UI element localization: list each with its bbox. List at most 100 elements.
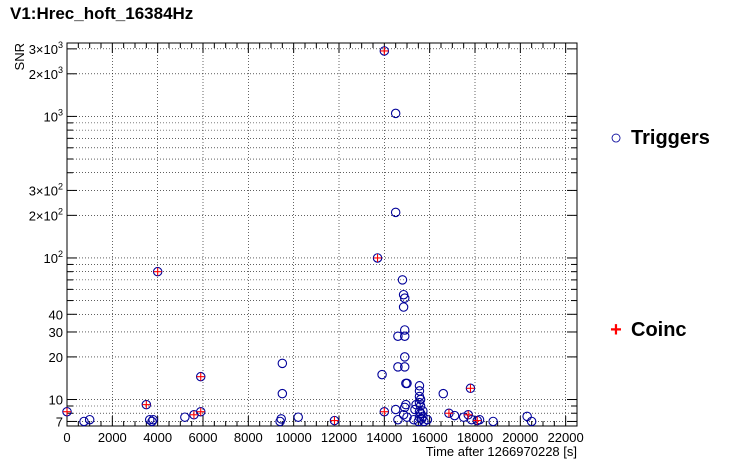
x-tick-label: 12000 — [321, 430, 357, 445]
trigger-point — [141, 399, 152, 410]
trigger-point — [152, 266, 163, 277]
trigger-point — [293, 412, 303, 422]
chart-title: V1:Hrec_hoft_16384Hz — [10, 4, 194, 23]
coinc-point — [330, 416, 339, 425]
trigger-point — [79, 416, 89, 427]
trigger-point — [444, 408, 454, 418]
trigger-point — [393, 362, 403, 372]
trigger-point — [390, 207, 401, 218]
trigger-point — [393, 331, 403, 341]
trigger-point — [397, 275, 408, 285]
x-tick-label: 8000 — [234, 430, 263, 445]
trigger-point — [148, 414, 158, 425]
y-axis-label: SNR — [12, 43, 27, 70]
coinc-point — [444, 409, 453, 418]
trigger-point — [276, 414, 286, 424]
coinc-point — [63, 407, 71, 416]
trigger-point — [522, 411, 532, 422]
trigger-point — [402, 378, 412, 389]
coinc-point — [153, 267, 162, 276]
data-points — [62, 46, 537, 427]
trigger-point — [144, 414, 155, 425]
coinc-point — [464, 410, 473, 419]
coinc-point — [473, 416, 482, 425]
grid — [66, 43, 577, 426]
trigger-point — [147, 416, 157, 427]
trigger-point — [372, 253, 383, 263]
coinc-point — [142, 400, 151, 409]
y-tick-label: 103 — [44, 107, 63, 124]
trigger-point — [399, 293, 410, 303]
trigger-point — [379, 46, 390, 56]
x-tick-label: 22000 — [548, 430, 584, 445]
y-tick-label: 2×102 — [29, 206, 63, 223]
x-axis-label: Time after 1266970228 [s] — [426, 444, 577, 459]
coinc-point — [189, 410, 198, 419]
y-tick-label: 2×103 — [29, 65, 63, 82]
coinc-point — [380, 46, 389, 55]
trigger-point — [414, 381, 425, 391]
trigger-point — [399, 331, 410, 341]
legend-label: Triggers — [631, 127, 710, 149]
trigger-point — [415, 408, 426, 418]
trigger-point — [379, 406, 390, 417]
x-tick-label: 0 — [63, 430, 70, 445]
trigger-point — [399, 362, 410, 372]
y-tick-label: 10 — [49, 393, 63, 408]
y-tick-label: 3×103 — [29, 40, 63, 57]
trigger-point — [398, 302, 409, 312]
y-tick-label: 3×102 — [29, 181, 63, 198]
trigger-point — [418, 406, 428, 416]
trigger-point — [62, 406, 72, 417]
x-tick-label: 4000 — [143, 430, 172, 445]
trigger-point — [277, 388, 288, 399]
trigger-point — [402, 412, 412, 422]
y-tick-label: 30 — [49, 325, 63, 340]
coinc-point — [380, 407, 389, 416]
trigger-point — [399, 402, 410, 413]
axes: 0 2000 4000 6000 8000 10000 12000 14000 16000 180… — [29, 40, 584, 445]
trigger-point — [399, 325, 410, 335]
legend-circle-icon: ○ — [609, 127, 623, 149]
trigger-point — [415, 401, 426, 411]
legend-label: Coinc — [631, 319, 687, 341]
coinc-point — [196, 407, 205, 416]
coinc-point — [373, 253, 382, 262]
trigger-point — [195, 406, 206, 417]
trigger-point — [377, 369, 387, 380]
plot-frame — [66, 42, 578, 427]
trigger-point — [463, 410, 473, 420]
trigger-point — [277, 358, 288, 369]
trigger-point — [488, 416, 498, 427]
trigger-point — [399, 352, 410, 362]
coinc-point — [466, 384, 475, 393]
coinc-point — [196, 372, 205, 381]
legend-entry-coinc: + Coinc — [605, 319, 687, 342]
trigger-point — [393, 414, 403, 425]
trigger-point — [422, 414, 433, 425]
trigger-point — [449, 410, 460, 421]
x-tick-label: 6000 — [189, 430, 218, 445]
trigger-point — [180, 412, 190, 422]
trigger-point — [465, 383, 476, 394]
x-tick-label: 16000 — [412, 430, 448, 445]
trigger-point — [390, 404, 401, 415]
x-tick-label: 10000 — [276, 430, 312, 445]
x-tick-label: 14000 — [366, 430, 402, 445]
trigger-point — [415, 394, 426, 405]
trigger-point — [526, 416, 537, 427]
trigger-point — [390, 108, 401, 119]
trigger-point — [329, 415, 340, 426]
trigger-point — [84, 414, 95, 425]
trigger-point — [195, 371, 206, 382]
y-tick-label: 20 — [49, 350, 63, 365]
y-tick-label: 40 — [49, 307, 63, 322]
x-tick-label: 2000 — [98, 430, 127, 445]
trigger-point — [474, 414, 485, 425]
x-tick-label: 18000 — [457, 430, 493, 445]
trigger-point — [438, 388, 449, 399]
y-tick-label: 102 — [44, 249, 63, 266]
y-tick-label: 7 — [56, 414, 63, 429]
x-tick-label: 20000 — [502, 430, 538, 445]
